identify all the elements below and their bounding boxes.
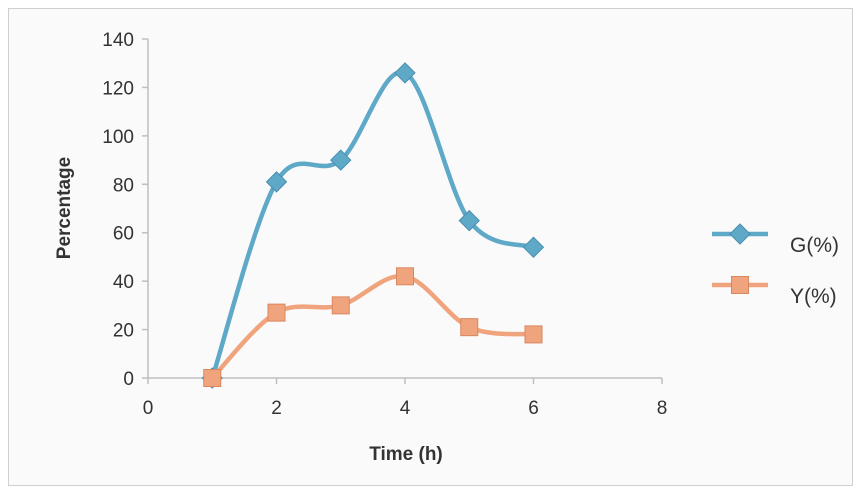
y-tick-label: 0 xyxy=(123,369,134,390)
y-axis-title: Percentage xyxy=(54,157,75,259)
data-point xyxy=(331,296,350,315)
x-tick-label: 8 xyxy=(657,398,668,419)
data-point xyxy=(460,318,479,337)
legend-label: Y(%) xyxy=(790,285,837,308)
data-point xyxy=(330,149,352,171)
legend-item: Y(%) xyxy=(712,276,837,308)
data-point xyxy=(396,267,414,286)
data-point xyxy=(203,369,222,387)
data-point xyxy=(394,62,416,84)
y-ticks: 0 20 40 60 80 100 120 140 xyxy=(102,30,148,390)
y-tick-label: 80 xyxy=(113,175,134,196)
legend: G(%) Y(%) xyxy=(712,223,839,308)
data-point xyxy=(458,209,480,232)
x-ticks: 0 2 4 6 8 xyxy=(143,378,668,419)
data-point xyxy=(524,325,543,344)
y-tick-label: 60 xyxy=(113,224,134,245)
series-0 xyxy=(201,62,545,389)
legend-item: G(%) xyxy=(712,223,839,257)
x-tick-label: 2 xyxy=(271,398,282,419)
chart-area xyxy=(8,8,853,486)
legend-swatch-marker xyxy=(731,276,749,294)
y-tick-label: 120 xyxy=(102,78,134,99)
x-tick-label: 6 xyxy=(528,398,539,419)
data-point xyxy=(267,303,286,322)
series-1 xyxy=(203,267,543,387)
data-point xyxy=(265,171,288,193)
legend-swatch-marker xyxy=(729,223,751,245)
y-tick-label: 140 xyxy=(102,30,134,51)
data-point xyxy=(522,236,545,258)
y-tick-label: 20 xyxy=(113,321,134,342)
legend-label: G(%) xyxy=(790,234,839,257)
x-tick-label: 4 xyxy=(400,398,411,419)
y-tick-label: 40 xyxy=(113,272,134,293)
series-layer xyxy=(201,62,545,389)
x-tick-label: 0 xyxy=(143,398,154,419)
series-line xyxy=(210,273,536,381)
y-tick-label: 100 xyxy=(102,127,134,148)
x-axis-title: Time (h) xyxy=(369,444,443,465)
